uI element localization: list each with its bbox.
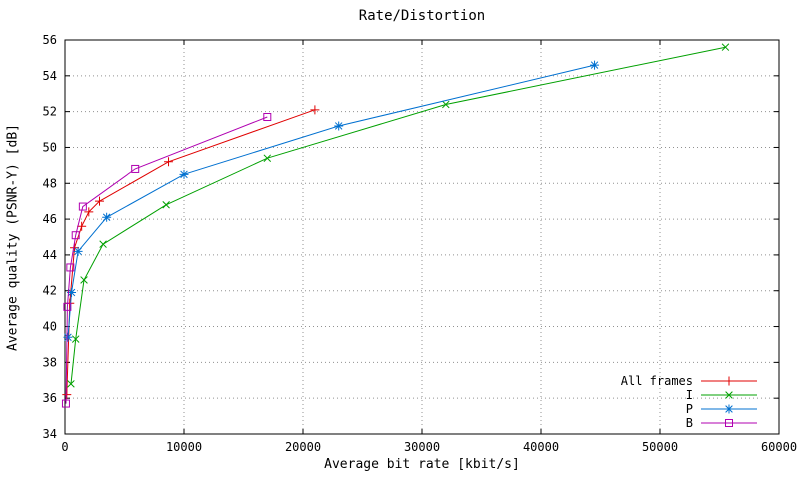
series-marker bbox=[724, 376, 734, 386]
series-marker bbox=[80, 276, 88, 284]
series-marker bbox=[721, 43, 730, 51]
chart-title: Rate/Distortion bbox=[358, 8, 486, 24]
series-marker bbox=[67, 380, 75, 388]
series-marker bbox=[590, 60, 600, 70]
series-marker bbox=[263, 113, 272, 122]
y-tick-label: 52 bbox=[43, 105, 57, 119]
x-tick-label: 50000 bbox=[642, 440, 678, 454]
series-marker bbox=[99, 240, 107, 248]
series-marker bbox=[78, 202, 87, 211]
legend-label-p: P bbox=[686, 402, 693, 416]
series-marker bbox=[95, 196, 105, 206]
y-tick-label: 54 bbox=[43, 69, 57, 83]
series-marker bbox=[71, 335, 80, 343]
series-marker bbox=[263, 154, 272, 162]
series-marker bbox=[63, 302, 72, 311]
series-marker bbox=[164, 157, 174, 167]
x-tick-label: 20000 bbox=[285, 440, 321, 454]
series-marker bbox=[61, 399, 70, 408]
x-tick-label: 30000 bbox=[404, 440, 440, 454]
series-marker bbox=[334, 121, 344, 131]
series-marker bbox=[310, 105, 320, 115]
y-tick-label: 50 bbox=[43, 140, 57, 154]
series-line-p bbox=[67, 64, 595, 338]
series-marker bbox=[67, 288, 77, 298]
series-marker bbox=[179, 169, 189, 179]
x-tick-label: 0 bbox=[61, 440, 68, 454]
series-line-b bbox=[65, 116, 268, 404]
series-marker bbox=[102, 212, 112, 222]
series-marker bbox=[725, 391, 733, 399]
series-marker bbox=[131, 164, 140, 173]
series-marker bbox=[725, 419, 733, 427]
y-tick-label: 56 bbox=[43, 33, 57, 47]
legend-label-i: I bbox=[686, 388, 693, 402]
series-marker bbox=[71, 231, 80, 240]
legend-label-all-frames: All frames bbox=[621, 374, 693, 388]
plot-border bbox=[64, 39, 780, 435]
series-line-all-frames bbox=[66, 109, 316, 395]
series-marker bbox=[73, 246, 83, 256]
series-marker bbox=[84, 207, 94, 217]
series-marker bbox=[77, 221, 87, 231]
y-tick-label: 40 bbox=[43, 320, 57, 334]
x-axis-label: Average bit rate [kbit/s] bbox=[324, 457, 520, 472]
series-marker bbox=[63, 332, 73, 342]
y-tick-label: 42 bbox=[43, 284, 57, 298]
series-marker bbox=[62, 390, 72, 400]
y-tick-label: 34 bbox=[43, 427, 57, 441]
series-marker bbox=[162, 201, 170, 209]
series-line-i bbox=[70, 46, 726, 384]
x-tick-label: 40000 bbox=[523, 440, 559, 454]
y-tick-label: 46 bbox=[43, 212, 57, 226]
y-tick-label: 48 bbox=[43, 176, 57, 190]
y-tick-label: 44 bbox=[43, 248, 57, 262]
legend-label-b: B bbox=[686, 416, 693, 430]
series-marker bbox=[442, 100, 450, 109]
series-marker bbox=[66, 263, 75, 272]
y-tick-label: 38 bbox=[43, 355, 57, 369]
x-tick-label: 10000 bbox=[166, 440, 202, 454]
series-marker bbox=[724, 404, 734, 414]
y-tick-label: 36 bbox=[43, 391, 57, 405]
x-tick-label: 60000 bbox=[761, 440, 797, 454]
